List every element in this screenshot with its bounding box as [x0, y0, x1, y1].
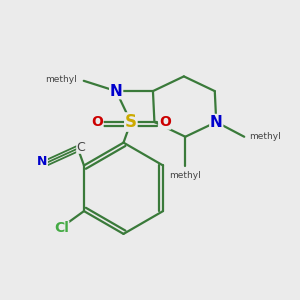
Text: C: C [76, 141, 85, 154]
Text: methyl: methyl [249, 132, 280, 141]
Text: N: N [110, 84, 122, 99]
Text: N: N [37, 155, 48, 168]
Text: O: O [159, 115, 171, 129]
Text: O: O [91, 115, 103, 129]
Text: methyl: methyl [169, 171, 201, 180]
Text: N: N [210, 115, 223, 130]
Text: methyl: methyl [45, 75, 76, 84]
Text: S: S [125, 113, 137, 131]
Text: Cl: Cl [54, 221, 69, 235]
